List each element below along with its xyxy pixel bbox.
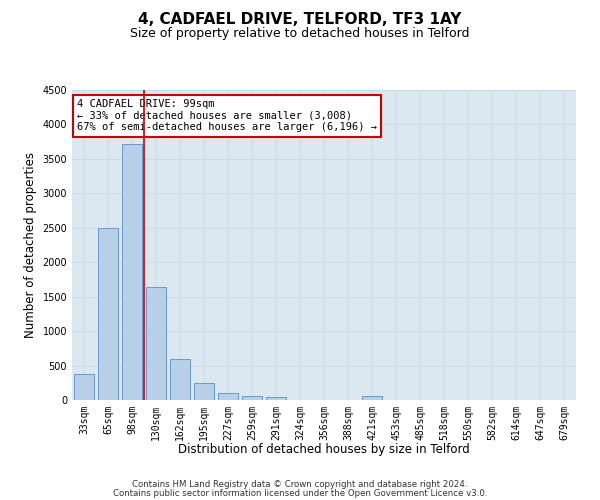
Bar (122, 144, 142, 400)
Y-axis label: Number of detached properties: Number of detached properties (24, 152, 37, 338)
Text: Size of property relative to detached houses in Telford: Size of property relative to detached ho… (130, 28, 470, 40)
Bar (170, 358, 190, 400)
Text: 4, CADFAEL DRIVE, TELFORD, TF3 1AY: 4, CADFAEL DRIVE, TELFORD, TF3 1AY (139, 12, 461, 28)
Text: Distribution of detached houses by size in Telford: Distribution of detached houses by size … (178, 442, 470, 456)
Bar (362, 396, 382, 400)
Bar (266, 396, 286, 400)
Text: Contains public sector information licensed under the Open Government Licence v3: Contains public sector information licen… (113, 489, 487, 498)
Text: Contains HM Land Registry data © Crown copyright and database right 2024.: Contains HM Land Registry data © Crown c… (132, 480, 468, 489)
Bar (218, 393, 238, 400)
Bar (74, 374, 94, 400)
Text: 4 CADFAEL DRIVE: 99sqm
← 33% of detached houses are smaller (3,008)
67% of semi-: 4 CADFAEL DRIVE: 99sqm ← 33% of detached… (77, 100, 377, 132)
Bar (194, 383, 214, 400)
Bar (242, 396, 262, 400)
Bar (98, 228, 118, 400)
Bar (146, 287, 166, 400)
